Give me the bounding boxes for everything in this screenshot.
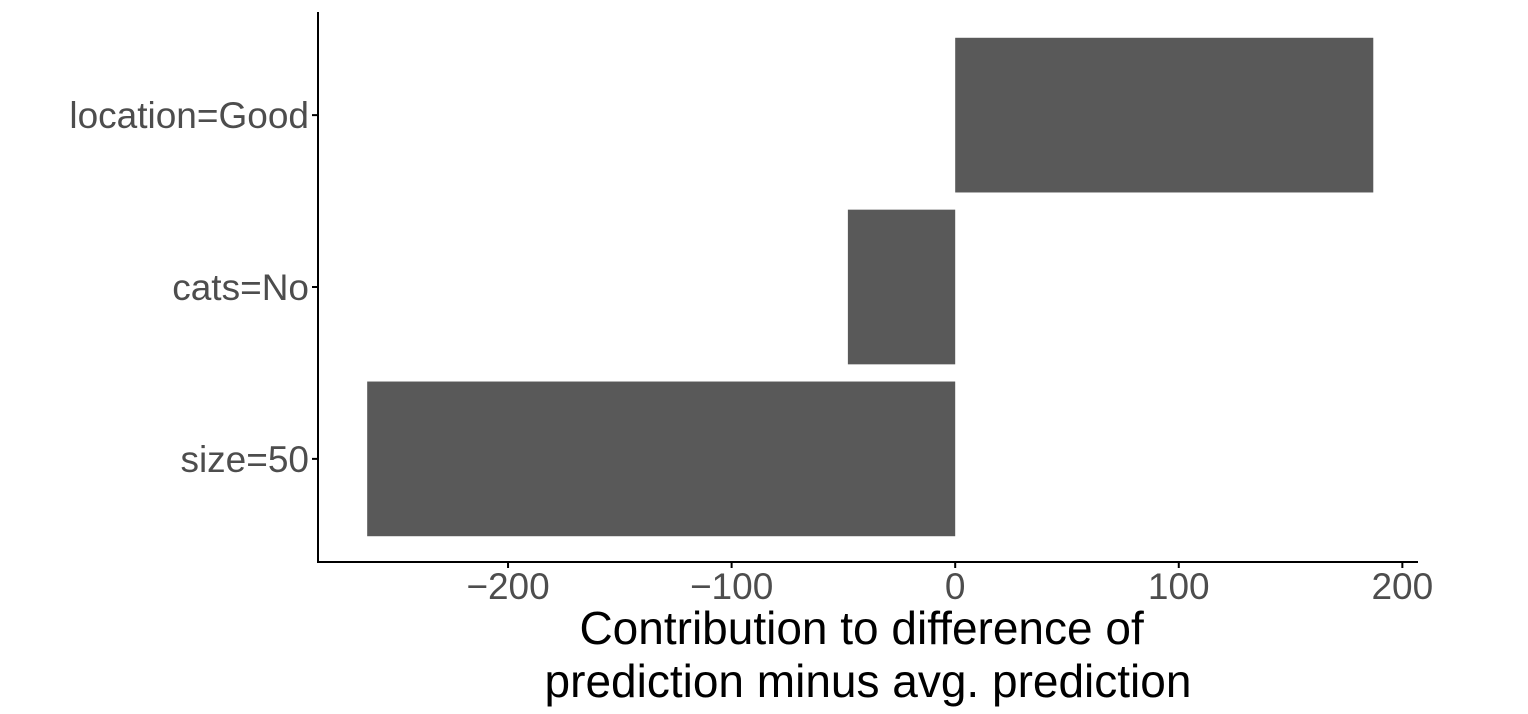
bar-size-50 — [367, 381, 956, 537]
x-tick-label: 200 — [1371, 566, 1433, 607]
bar-cats-no — [847, 209, 956, 365]
y-axis-ticks: location=Good cats=No size=50 — [69, 95, 318, 480]
bars-group — [367, 37, 1374, 537]
y-tick-label: size=50 — [180, 439, 309, 480]
x-tick-label: −100 — [690, 566, 773, 607]
bar-location-good — [955, 37, 1374, 193]
x-tick-label: 100 — [1148, 566, 1210, 607]
x-axis-title: Contribution to difference of prediction… — [545, 602, 1192, 707]
y-tick-label: location=Good — [69, 95, 309, 136]
x-tick-label: 0 — [945, 566, 966, 607]
x-axis-title-line-2: prediction minus avg. prediction — [545, 655, 1192, 707]
x-axis-title-line-1: Contribution to difference of — [579, 602, 1144, 654]
x-tick-label: −200 — [466, 566, 549, 607]
x-axis-ticks: −200 −100 0 100 200 — [466, 562, 1433, 607]
y-tick-label: cats=No — [172, 267, 309, 308]
